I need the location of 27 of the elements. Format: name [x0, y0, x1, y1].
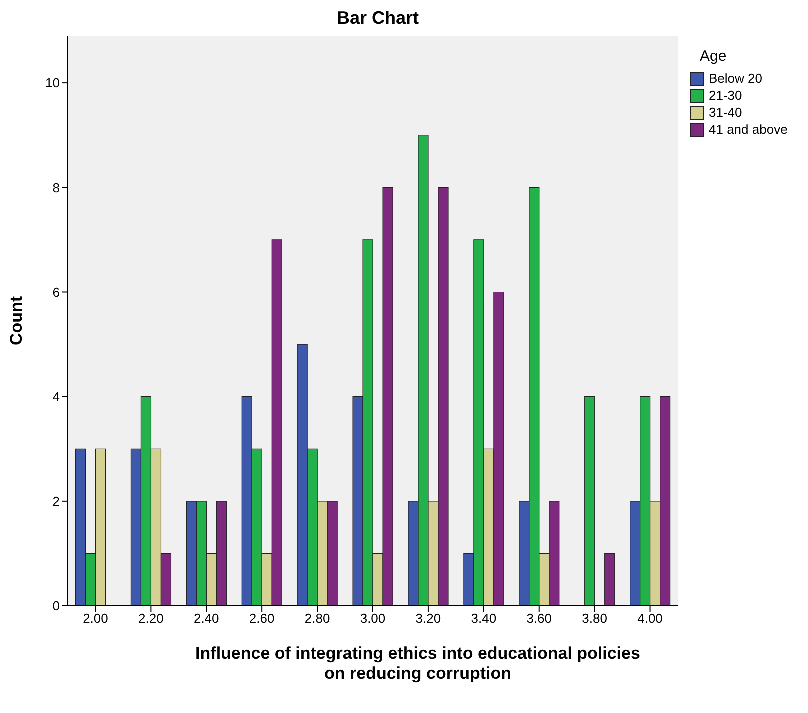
x-tick-label: 2.80 — [304, 611, 330, 626]
y-tick-label: 8 — [52, 180, 60, 196]
y-axis-title: Count — [7, 296, 26, 346]
y-tick-label: 4 — [52, 389, 60, 404]
y-tick-label: 6 — [52, 284, 60, 300]
legend-label: 21-30 — [709, 88, 742, 103]
x-tick-label: 2.40 — [194, 611, 220, 626]
legend-label: Below 20 — [709, 71, 762, 86]
y-tick-label: 0 — [52, 598, 60, 614]
x-tick-label: 4.00 — [638, 611, 663, 626]
x-tick-label: 3.00 — [360, 611, 386, 626]
legend-label: 31-40 — [709, 105, 742, 120]
chart-title: Bar Chart — [336, 8, 420, 29]
x-tick-label: 2.00 — [83, 611, 108, 626]
legend-title: Age — [700, 48, 728, 65]
x-tick-label: 3.20 — [416, 611, 442, 626]
x-tick-label: 3.40 — [471, 611, 497, 626]
x-axis-title: Influence of integrating ethics into educational policies on reducing corruption — [194, 644, 642, 684]
x-tick-label: 3.60 — [526, 611, 552, 626]
y-tick-label: 10 — [46, 76, 60, 91]
y-tick-label: 2 — [52, 494, 60, 510]
bar — [584, 396, 596, 606]
x-tick-label: 3.80 — [582, 611, 608, 626]
bar — [604, 553, 616, 606]
legend-label: 41 and above — [709, 122, 788, 137]
x-tick-label: 2.60 — [249, 611, 275, 626]
x-tick-label: 2.20 — [138, 611, 164, 626]
